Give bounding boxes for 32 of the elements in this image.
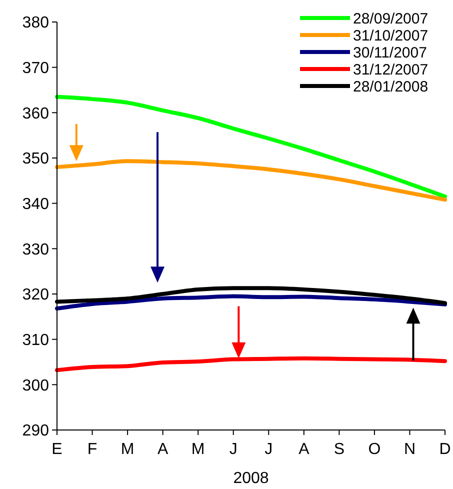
y-tick-label: 380 <box>22 14 50 32</box>
y-tick-label: 370 <box>22 60 50 77</box>
y-tick-label: 290 <box>22 422 50 440</box>
x-tick-label: O <box>368 441 381 458</box>
legend-label: 28/09/2007 <box>353 10 428 28</box>
x-tick-label: M <box>120 441 134 458</box>
x-tick-label: A <box>157 441 168 458</box>
x-tick-label: S <box>334 441 345 458</box>
y-tick-label: 330 <box>22 241 50 258</box>
y-tick-label: 300 <box>22 377 50 394</box>
legend-label: 30/11/2007 <box>353 44 427 62</box>
x-tick-label: D <box>439 441 451 458</box>
y-tick-label: 340 <box>22 196 50 213</box>
line-series <box>55 356 447 372</box>
line-series <box>55 294 447 311</box>
legend-label: 31/12/2007 <box>353 61 428 78</box>
y-tick-label: 320 <box>22 286 50 304</box>
x-tick-label: E <box>52 441 62 458</box>
x-tick-label: N <box>404 441 416 458</box>
legend-label: 28/01/2008 <box>353 78 428 96</box>
x-axis-title: 2008 <box>233 470 269 487</box>
y-tick-label: 360 <box>22 105 50 122</box>
x-tick-label: M <box>191 441 205 458</box>
x-tick-label: F <box>87 441 98 458</box>
legend-label: 31/10/2007 <box>353 27 428 44</box>
x-tick-label: A <box>298 441 310 458</box>
line-series <box>55 94 447 199</box>
x-tick-label: J <box>229 441 238 458</box>
x-tick-label: J <box>264 441 273 458</box>
y-tick-label: 310 <box>22 332 50 349</box>
y-tick-label: 350 <box>22 150 50 168</box>
line-series <box>55 159 447 202</box>
